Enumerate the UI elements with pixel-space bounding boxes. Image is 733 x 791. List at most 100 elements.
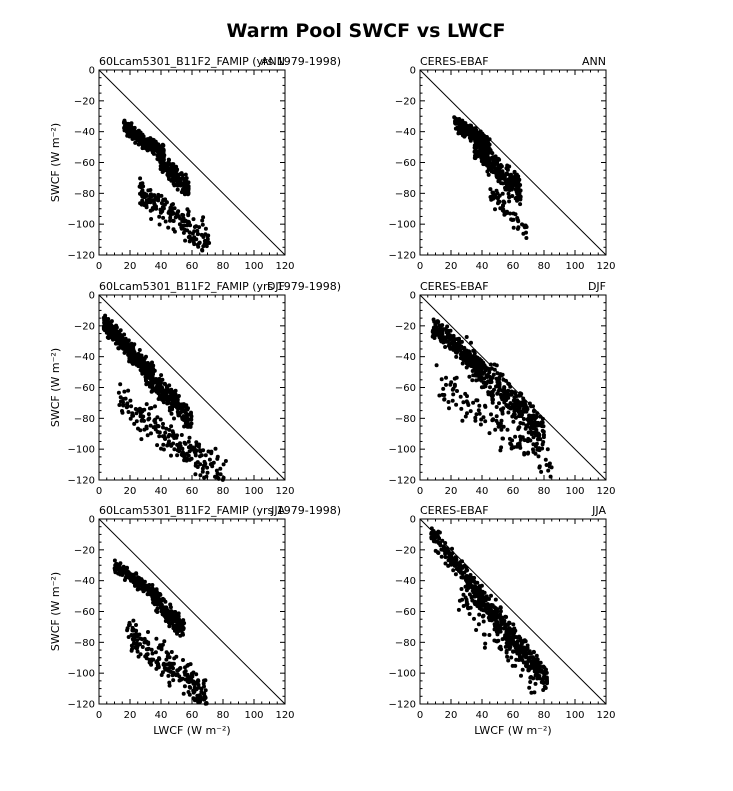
scatter-point <box>518 409 523 414</box>
scatter-point <box>157 434 162 439</box>
scatter-point <box>471 400 476 405</box>
scatter-point <box>161 442 166 447</box>
scatter-point <box>525 407 530 412</box>
scatter-point <box>207 241 212 245</box>
scatter-point <box>178 444 183 449</box>
scatter-point <box>209 449 214 454</box>
scatter-point <box>199 689 204 694</box>
scatter-point <box>161 206 166 211</box>
scatter-point <box>175 182 180 186</box>
scatter-point <box>448 556 453 561</box>
scatter-point <box>186 690 191 694</box>
scatter-point <box>139 353 144 358</box>
y-tick-label: −40 <box>74 352 95 363</box>
scatter-point <box>167 683 172 688</box>
scatter-point <box>534 672 539 677</box>
scatter-point <box>472 616 476 621</box>
scatter-point <box>490 400 495 405</box>
scatter-point <box>491 397 495 402</box>
scatter-point <box>161 447 166 452</box>
scatter-point <box>149 194 154 199</box>
scatter-point <box>473 418 478 423</box>
scatter-point <box>167 432 172 437</box>
scatter-point <box>182 440 187 445</box>
scatter-point <box>183 669 188 674</box>
x-tick-label: 60 <box>507 261 520 272</box>
scatter-point <box>138 411 143 416</box>
scatter-point <box>483 598 488 603</box>
scatter-point <box>461 400 466 405</box>
scatter-point <box>538 660 543 665</box>
scatter-point <box>507 629 512 634</box>
panel-season-label: JJA <box>591 504 606 517</box>
scatter-point <box>435 550 440 555</box>
scatter-point <box>439 554 444 559</box>
scatter-point <box>156 665 161 670</box>
y-tick-label: −20 <box>395 321 416 332</box>
reference-line <box>419 69 607 256</box>
scatter-point <box>483 368 488 373</box>
scatter-point <box>450 398 455 403</box>
scatter-point <box>179 433 184 437</box>
scatter-point <box>213 474 217 479</box>
scatter-point <box>497 193 502 198</box>
scatter-point <box>501 204 505 209</box>
scatter-point <box>144 382 149 387</box>
scatter-point <box>529 690 534 695</box>
scatter-point <box>507 646 512 651</box>
scatter-point <box>522 452 527 457</box>
scatter-point <box>465 602 470 606</box>
scatter-point <box>532 690 537 695</box>
scatter-point <box>473 156 478 161</box>
scatter-point <box>114 334 119 339</box>
figure-title: Warm Pool SWCF vs LWCF <box>226 20 505 42</box>
x-tick-label: 60 <box>186 261 199 272</box>
scatter-point <box>125 626 130 631</box>
scatter-point <box>457 336 461 341</box>
scatter-point <box>158 207 163 212</box>
scatter-point <box>504 187 509 192</box>
scatter-point <box>186 209 191 214</box>
x-tick-label: 60 <box>507 486 520 497</box>
scatter-point <box>131 618 136 623</box>
scatter-point <box>159 193 164 198</box>
scatter-point <box>130 625 135 630</box>
scatter-point <box>453 121 458 126</box>
scatter-point <box>169 453 173 458</box>
scatter-point <box>429 536 434 541</box>
scatter-point <box>501 619 506 624</box>
scatter-point <box>169 661 174 666</box>
scatter-point <box>129 643 134 648</box>
scatter-point <box>507 626 512 631</box>
scatter-point <box>202 678 206 683</box>
scatter-point <box>175 409 180 414</box>
scatter-point <box>506 381 511 386</box>
scatter-point <box>470 126 475 131</box>
scatter-point <box>176 401 180 406</box>
scatter-point <box>438 543 443 548</box>
scatter-point <box>144 205 149 210</box>
panel-left-label: CERES-EBAF <box>420 504 489 517</box>
y-tick-label: −80 <box>395 414 416 425</box>
scatter-point <box>156 192 161 197</box>
scatter-point <box>511 404 516 409</box>
scatter-point <box>178 172 182 177</box>
scatter-point <box>197 225 202 230</box>
scatter-point <box>449 335 454 340</box>
scatter-point <box>177 413 182 418</box>
scatter-point <box>134 419 139 424</box>
scatter-point <box>480 371 485 376</box>
scatter-point <box>474 593 478 598</box>
scatter-point <box>146 417 151 422</box>
scatter-point <box>483 608 488 613</box>
panel-season-label: ANN <box>582 55 606 68</box>
scatter-point <box>480 144 485 149</box>
scatter-point <box>189 410 193 415</box>
scatter-point <box>489 611 494 616</box>
scatter-point <box>135 641 140 646</box>
scatter-point <box>498 421 503 426</box>
scatter-point <box>501 207 506 212</box>
scatter-point <box>511 225 516 230</box>
scatter-point <box>479 148 484 153</box>
scatter-point <box>499 176 504 181</box>
